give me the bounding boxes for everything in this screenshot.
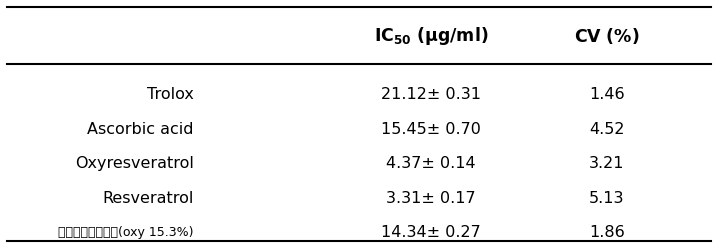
Text: $\mathbf{IC_{50}}$$\mathbf{\ (\mu g/ml)}$: $\mathbf{IC_{50}}$$\mathbf{\ (\mu g/ml)}… [373,25,488,47]
Text: Ascorbic acid: Ascorbic acid [88,122,194,137]
Text: 4.52: 4.52 [589,122,625,137]
Text: $\mathbf{CV}$$\mathbf{\ (\%)}$: $\mathbf{CV}$$\mathbf{\ (\%)}$ [574,26,640,46]
Text: Oxyresveratrol: Oxyresveratrol [75,156,194,171]
Text: 5.13: 5.13 [589,191,625,205]
Text: 상지주정추출분맘(oxy 15.3%): 상지주정추출분맘(oxy 15.3%) [58,226,194,239]
Text: 15.45± 0.70: 15.45± 0.70 [381,122,481,137]
Text: Resveratrol: Resveratrol [103,191,194,205]
Text: 3.31± 0.17: 3.31± 0.17 [386,191,475,205]
Text: 1.86: 1.86 [589,225,625,240]
Text: 21.12± 0.31: 21.12± 0.31 [381,87,481,102]
Text: 1.46: 1.46 [589,87,625,102]
Text: 14.34± 0.27: 14.34± 0.27 [381,225,480,240]
Text: 4.37± 0.14: 4.37± 0.14 [386,156,475,171]
Text: Trolox: Trolox [147,87,194,102]
Text: 3.21: 3.21 [589,156,625,171]
